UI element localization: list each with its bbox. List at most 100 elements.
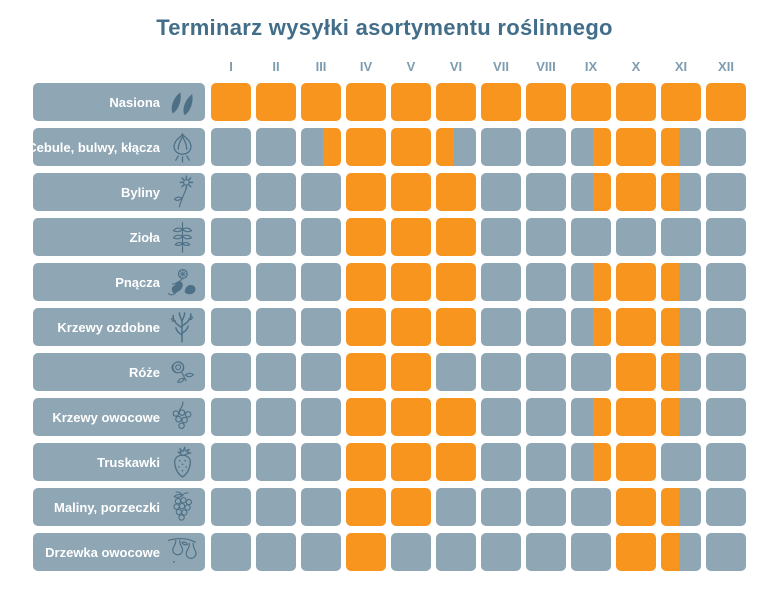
grid-cell [661, 353, 701, 391]
grid-cell [481, 83, 521, 121]
grid-cell [211, 308, 251, 346]
schedule-row: Drzewka owocowe [33, 533, 769, 571]
grid-cell [706, 173, 746, 211]
grid-cell [256, 488, 296, 526]
grid-cell [391, 308, 431, 346]
grid-cell [661, 83, 701, 121]
category-name: Byliny [120, 184, 160, 200]
grid-cell [571, 353, 611, 391]
month-label: VII [493, 59, 509, 74]
schedule-row: Nasiona [33, 83, 769, 121]
month-label: IV [359, 59, 373, 74]
grid-cell [616, 173, 656, 211]
bulb-icon [165, 129, 199, 165]
grid-cell [346, 398, 386, 436]
grid-cell [346, 263, 386, 301]
grid-cell [346, 218, 386, 256]
grid-cell [256, 308, 296, 346]
grid-cell [571, 443, 611, 481]
category-name: Zioła [129, 229, 160, 245]
grid-cell [301, 173, 341, 211]
grid-cell [706, 488, 746, 526]
grid-cell [301, 443, 341, 481]
grid-cell [571, 398, 611, 436]
grid-cell [661, 488, 701, 526]
category-label: Krzewy owocowe [33, 398, 205, 436]
fruit-tree-icon [165, 534, 199, 570]
grid-cell [571, 488, 611, 526]
month-label: XI [674, 59, 688, 74]
grid-cell [256, 443, 296, 481]
grid-cell [526, 173, 566, 211]
grid-cell [256, 263, 296, 301]
grid-cell [391, 218, 431, 256]
category-name: Maliny, porzeczki [54, 499, 160, 515]
grid-cell [436, 128, 476, 166]
raspberry-icon [165, 489, 199, 525]
grid-cell [661, 218, 701, 256]
grid-cell [661, 443, 701, 481]
grid-cell [211, 83, 251, 121]
grid-cell [346, 353, 386, 391]
seeds-icon [165, 84, 199, 120]
grid-cell [616, 308, 656, 346]
schedule-row: Zioła [33, 218, 769, 256]
grid-cell [481, 398, 521, 436]
grid-cell [481, 308, 521, 346]
schedule-row: Byliny [33, 173, 769, 211]
grid-cell [526, 263, 566, 301]
category-label: Krzewy ozdobne [33, 308, 205, 346]
grid-cell [211, 263, 251, 301]
grid-cell [526, 398, 566, 436]
grid-cell [616, 128, 656, 166]
grid-cell [706, 398, 746, 436]
grid-cell [346, 443, 386, 481]
grid-cell [436, 173, 476, 211]
grid-cell [211, 533, 251, 571]
grid-cell [436, 443, 476, 481]
grid-cell [661, 533, 701, 571]
category-label: Nasiona [33, 83, 205, 121]
grid-cell [661, 263, 701, 301]
schedule-row: Cebule, bulwy, kłącza [27, 128, 769, 166]
grid-cell [481, 218, 521, 256]
category-label: Maliny, porzeczki [33, 488, 205, 526]
grid-cell [301, 263, 341, 301]
grid-cell [211, 443, 251, 481]
category-label: Cebule, bulwy, kłącza [27, 128, 205, 166]
grid-cell [346, 173, 386, 211]
grid-cell [346, 488, 386, 526]
category-name: Krzewy owocowe [52, 409, 160, 425]
grid-cell [301, 128, 341, 166]
grid-cell [616, 443, 656, 481]
month-label: IX [584, 59, 598, 74]
grid-cell [301, 488, 341, 526]
grid-cell [391, 443, 431, 481]
grid-cell [616, 488, 656, 526]
category-label: Róże [33, 353, 205, 391]
grid-cell [436, 488, 476, 526]
grid-cell [391, 353, 431, 391]
grid-cell [571, 533, 611, 571]
grid-cell [661, 128, 701, 166]
schedule-row: Truskawki [33, 443, 769, 481]
category-label: Truskawki [33, 443, 205, 481]
grid-cell [301, 398, 341, 436]
grid-cell [301, 218, 341, 256]
strawberry-icon [165, 444, 199, 480]
grid-cell [481, 128, 521, 166]
category-label: Zioła [33, 218, 205, 256]
grid-cell [256, 128, 296, 166]
schedule-row: Róże [33, 353, 769, 391]
herb-icon [165, 219, 199, 255]
grid-cell [616, 83, 656, 121]
grid-cell [211, 398, 251, 436]
grid-cell [706, 128, 746, 166]
month-label: III [315, 59, 327, 74]
grid-cell [616, 353, 656, 391]
category-name: Drzewka owocowe [45, 544, 160, 560]
perennial-flower-icon [165, 174, 199, 210]
grid-cell [436, 218, 476, 256]
grid-cell [571, 218, 611, 256]
grid-cell [661, 308, 701, 346]
